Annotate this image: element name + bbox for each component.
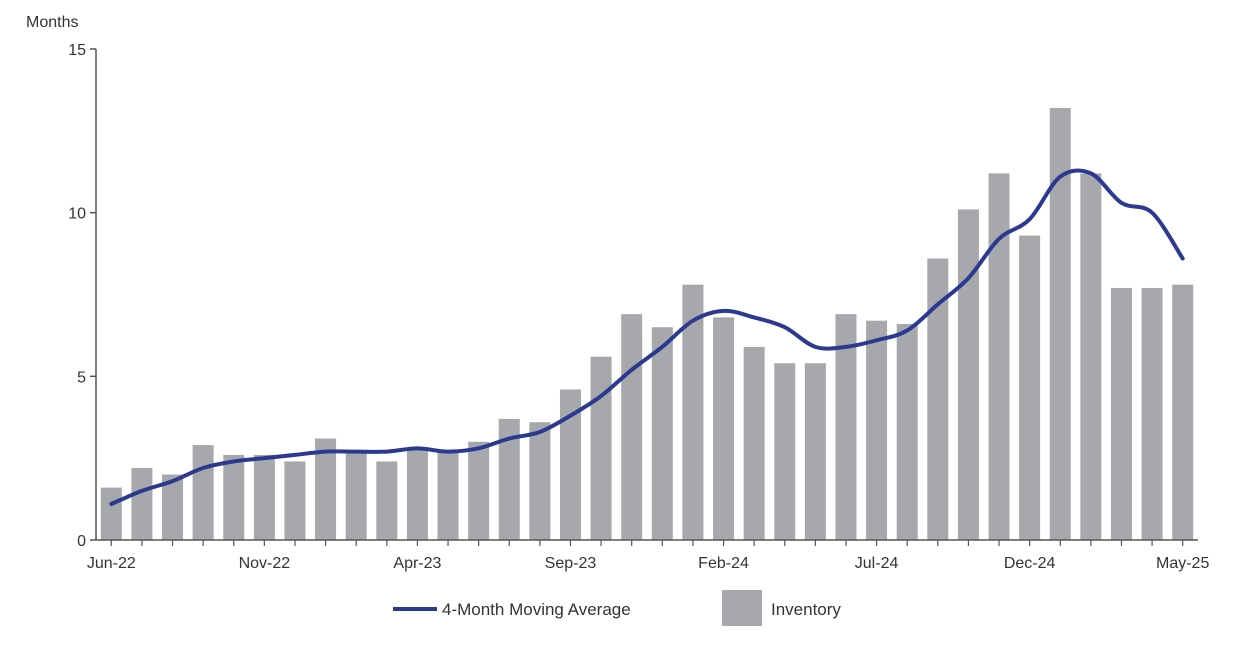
bar-Oct-23 bbox=[590, 356, 612, 540]
x-tick-label: Sep-23 bbox=[545, 555, 597, 572]
bars-layer bbox=[100, 107, 1194, 541]
bar-May-24 bbox=[804, 363, 826, 540]
bar-Jan-24 bbox=[682, 284, 704, 540]
bar-Apr-23 bbox=[406, 448, 428, 540]
bar-Apr-24 bbox=[774, 363, 796, 540]
y-tick-label: 15 bbox=[68, 42, 86, 59]
y-axis-unit-label: Months bbox=[26, 14, 78, 31]
bar-Jan-25 bbox=[1049, 107, 1071, 541]
bar-Feb-23 bbox=[345, 451, 367, 540]
labels-layer: 0 5 10 15 Months Jun-22 Nov-22 Apr-23 Sep-23 Feb-… bbox=[26, 14, 1209, 572]
bar-Aug-23 bbox=[529, 422, 551, 540]
bar-Sep-22 bbox=[192, 445, 214, 540]
x-tick-label: Jun-22 bbox=[87, 555, 136, 572]
bar-Jan-23 bbox=[315, 438, 337, 540]
bar-Nov-22 bbox=[253, 454, 275, 540]
legend-bar-label: Inventory bbox=[771, 600, 841, 619]
bar-Jun-22 bbox=[100, 487, 122, 540]
y-tick-label: 10 bbox=[68, 206, 86, 223]
legend: 4-Month Moving Average Inventory bbox=[393, 590, 841, 626]
bar-Mar-25 bbox=[1110, 287, 1132, 540]
legend-bar-swatch bbox=[722, 590, 762, 626]
bar-Jul-22 bbox=[131, 467, 153, 540]
bar-Oct-22 bbox=[223, 454, 245, 540]
bar-Jul-24 bbox=[866, 320, 888, 540]
bar-May-23 bbox=[437, 451, 459, 540]
bar-Nov-24 bbox=[988, 173, 1010, 540]
bar-Dec-23 bbox=[651, 327, 673, 540]
x-tick-label: Dec-24 bbox=[1004, 555, 1056, 572]
bar-May-25 bbox=[1172, 284, 1194, 540]
moving-average-line bbox=[109, 168, 1185, 506]
bar-Sep-23 bbox=[559, 389, 581, 540]
bar-Apr-25 bbox=[1141, 287, 1163, 540]
x-tick-label: Feb-24 bbox=[698, 555, 749, 572]
x-tick-label: Apr-23 bbox=[393, 555, 441, 572]
y-tick-label: 0 bbox=[77, 533, 86, 550]
bar-Dec-24 bbox=[1019, 235, 1041, 540]
y-tick-label: 5 bbox=[77, 369, 86, 386]
bar-Oct-24 bbox=[957, 209, 979, 540]
bar-Dec-22 bbox=[284, 461, 306, 540]
bar-Nov-23 bbox=[621, 314, 643, 540]
bar-Mar-23 bbox=[376, 461, 398, 540]
axes-layer bbox=[90, 48, 1198, 546]
bar-Aug-24 bbox=[896, 323, 918, 540]
x-tick-label: May-25 bbox=[1156, 555, 1209, 572]
x-tick-label: Nov-22 bbox=[239, 555, 291, 572]
bar-Jul-23 bbox=[498, 418, 520, 540]
bar-Feb-24 bbox=[713, 317, 735, 540]
x-tick-label: Jul-24 bbox=[855, 555, 899, 572]
bar-Mar-24 bbox=[743, 346, 765, 540]
bar-Sep-24 bbox=[927, 258, 949, 540]
line-layer bbox=[109, 168, 1185, 506]
bar-Jun-24 bbox=[835, 314, 857, 540]
bar-Aug-22 bbox=[162, 474, 184, 540]
bar-Jun-23 bbox=[468, 441, 490, 540]
bar-Feb-25 bbox=[1080, 173, 1102, 540]
legend-line-label: 4-Month Moving Average bbox=[442, 600, 631, 619]
